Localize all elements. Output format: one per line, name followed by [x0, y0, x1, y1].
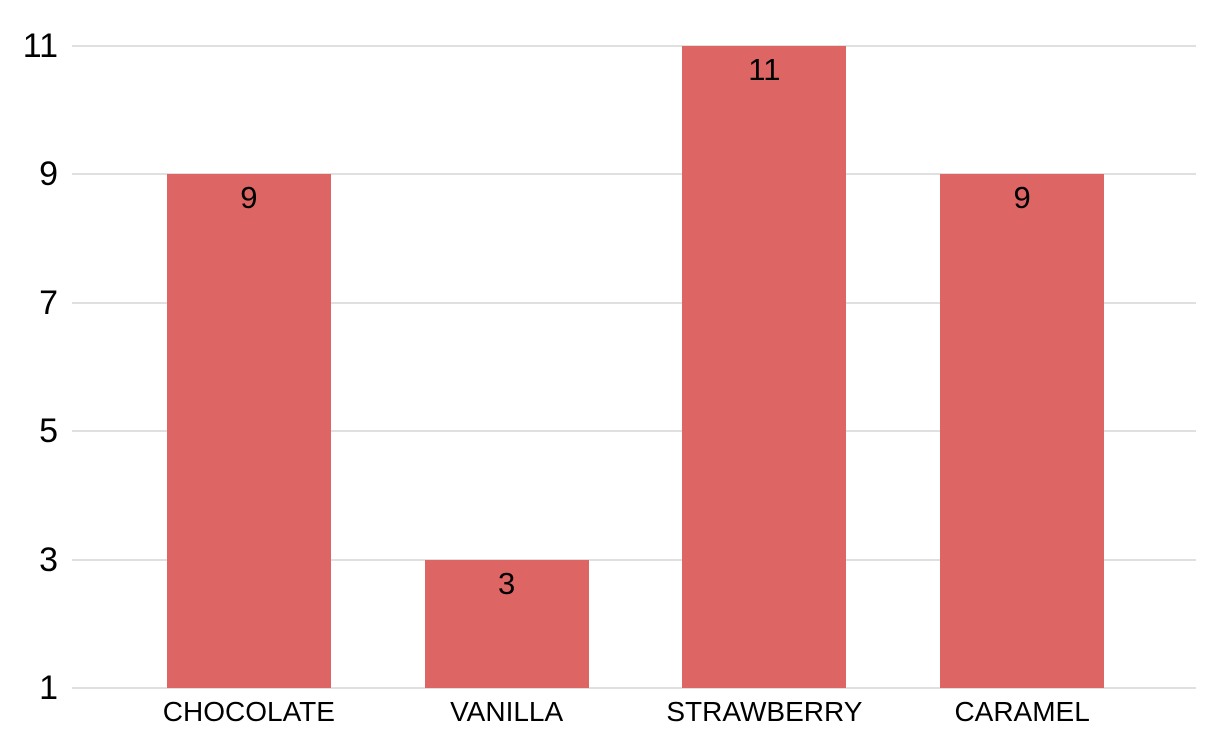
x-axis-category-label: CARAMEL [954, 696, 1090, 727]
bar-strawberry: 11 [682, 46, 847, 688]
y-axis: 1 3 5 7 9 11 [0, 29, 58, 705]
bar-slot: 11 [636, 46, 894, 688]
y-axis-tick-label: 5 [39, 412, 58, 451]
gridline [72, 173, 1196, 176]
bar-caramel: 9 [940, 174, 1105, 688]
y-axis-tick-label: 3 [39, 540, 58, 579]
bar-value-label: 9 [1013, 180, 1031, 216]
bars-row: 9 3 11 9 [120, 46, 1151, 688]
y-axis-tick-label: 11 [22, 27, 58, 65]
bar-value-label: 9 [240, 180, 258, 216]
bar-slot: 3 [378, 46, 636, 688]
bar-vanilla: 3 [424, 559, 589, 688]
x-axis-category-label: VANILLA [450, 696, 564, 727]
bar-value-label: 11 [748, 52, 781, 87]
bar-slot: 9 [893, 46, 1151, 688]
gridline [72, 301, 1196, 304]
y-axis-tick-label: 9 [39, 155, 58, 194]
x-axis: CHOCOLATE VANILLA STRAWBERRY CARAMEL [120, 696, 1151, 728]
bar-slot: 9 [120, 46, 378, 688]
x-axis-category-label: STRAWBERRY [666, 696, 863, 727]
y-axis-tick-label: 1 [39, 669, 58, 707]
bar-value-label: 3 [498, 565, 516, 601]
gridline [72, 45, 1196, 47]
gridline [72, 558, 1196, 561]
gridline [72, 430, 1196, 433]
y-axis-tick-label: 7 [39, 283, 58, 322]
gridline [72, 687, 1196, 689]
gridlines [72, 45, 1196, 689]
bar-chocolate: 9 [166, 174, 331, 688]
x-axis-category-label: CHOCOLATE [162, 696, 335, 727]
